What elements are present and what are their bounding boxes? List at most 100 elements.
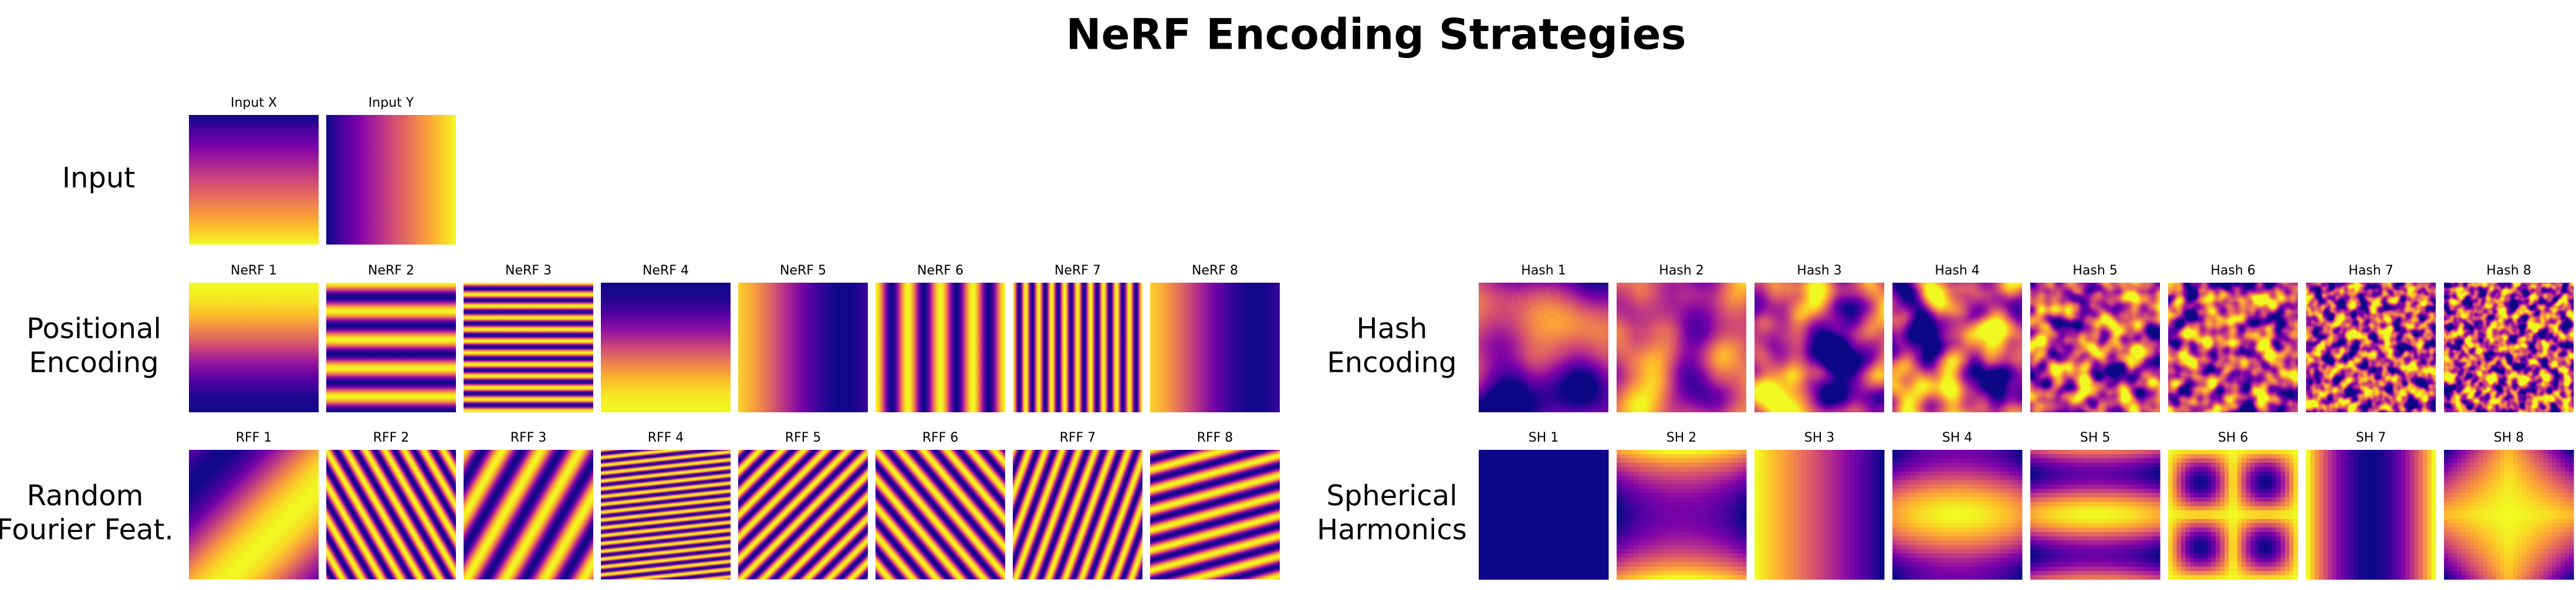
pixel — [2176, 471, 2182, 476]
pixel — [1737, 476, 1743, 481]
pixel — [1922, 545, 1928, 550]
pixel — [2284, 476, 2290, 481]
pixel — [1547, 450, 1553, 455]
pixel — [1871, 549, 1876, 554]
pixel — [1875, 540, 1881, 545]
pixel — [1500, 575, 1505, 580]
pixel — [1802, 458, 1807, 463]
pixel — [2086, 476, 2091, 481]
pixel — [1742, 450, 1747, 455]
pixel — [1759, 575, 1764, 580]
pixel — [1647, 540, 1652, 545]
pixel — [1621, 450, 1626, 455]
pixel — [1810, 536, 1816, 541]
pixel — [1625, 531, 1630, 537]
pixel — [2004, 523, 2010, 528]
pixel — [1487, 497, 1492, 502]
pixel — [1823, 553, 1828, 558]
pixel — [1483, 450, 1488, 455]
pixel — [2142, 545, 2148, 550]
pixel — [1552, 471, 1557, 476]
pixel — [1970, 450, 1975, 455]
pixel — [1961, 506, 1966, 511]
pixel — [1797, 566, 1803, 571]
pixel — [2069, 562, 2074, 567]
pixel — [1595, 463, 1600, 468]
pixel — [1737, 558, 1743, 563]
pixel — [1948, 518, 1953, 524]
pixel — [2142, 497, 2148, 502]
pixel — [2004, 549, 2010, 554]
pixel — [1547, 562, 1553, 567]
pixel — [1703, 458, 1708, 463]
pixel — [2082, 463, 2087, 468]
pixel — [1875, 575, 1881, 580]
pixel — [1823, 450, 1828, 455]
pixel — [1591, 571, 1596, 576]
pixel — [1850, 476, 1855, 481]
pixel — [1729, 454, 1734, 459]
pixel — [1547, 545, 1553, 550]
pixel — [1720, 506, 1725, 511]
pixel — [1582, 566, 1587, 571]
pixel — [1909, 454, 1915, 459]
pixel — [1487, 553, 1492, 558]
pixel — [1677, 463, 1682, 468]
pixel — [1892, 489, 1897, 494]
pixel — [1526, 527, 1531, 533]
pixel — [2104, 467, 2109, 472]
pixel — [1901, 566, 1906, 571]
pixel — [2172, 493, 2178, 498]
pixel — [2034, 518, 2040, 524]
pixel — [1707, 510, 1712, 516]
pixel — [1513, 540, 1518, 545]
pixel — [1600, 510, 1605, 516]
pixel — [1647, 514, 1652, 520]
pixel — [1896, 484, 1902, 489]
pixel — [1500, 531, 1505, 537]
pixel — [1578, 518, 1583, 524]
pixel — [1500, 501, 1505, 507]
pixel — [2254, 476, 2260, 481]
pixel — [1742, 575, 1747, 580]
pixel — [2216, 471, 2220, 476]
pixel — [2013, 531, 2019, 537]
pixel — [1642, 467, 1648, 472]
pixel — [1784, 540, 1790, 545]
pixel — [1604, 506, 1609, 511]
pixel — [1487, 454, 1492, 459]
pixel — [1539, 518, 1544, 524]
pixel — [1487, 510, 1492, 516]
pixel — [1875, 571, 1881, 576]
pixel — [1961, 480, 1966, 485]
pixel — [1836, 510, 1841, 516]
pixel — [1909, 480, 1915, 485]
pixel — [1754, 501, 1759, 507]
pixel — [1547, 531, 1553, 537]
pixel — [2142, 510, 2148, 516]
pixel — [1966, 531, 1971, 537]
pixel — [1940, 480, 1945, 485]
pixel — [1759, 484, 1764, 489]
pixel — [1522, 484, 1527, 489]
pixel — [2034, 549, 2040, 554]
pixel — [2073, 463, 2078, 468]
pixel — [1806, 497, 1811, 502]
pixel — [1742, 531, 1747, 537]
pixel — [1595, 536, 1600, 541]
pixel — [2051, 458, 2057, 463]
pixel — [2064, 467, 2070, 472]
pixel — [2095, 480, 2100, 485]
pixel — [1492, 493, 1497, 498]
pixel — [1560, 506, 1566, 511]
pixel — [1487, 531, 1492, 537]
pixel — [2082, 566, 2087, 571]
pixel — [1754, 553, 1759, 558]
pixel — [1793, 518, 1799, 524]
pixel — [1517, 458, 1523, 463]
pixel — [1543, 531, 1549, 537]
pixel — [2125, 501, 2131, 507]
pixel — [1931, 540, 1936, 545]
pixel — [2104, 510, 2109, 516]
pixel — [2134, 480, 2139, 485]
